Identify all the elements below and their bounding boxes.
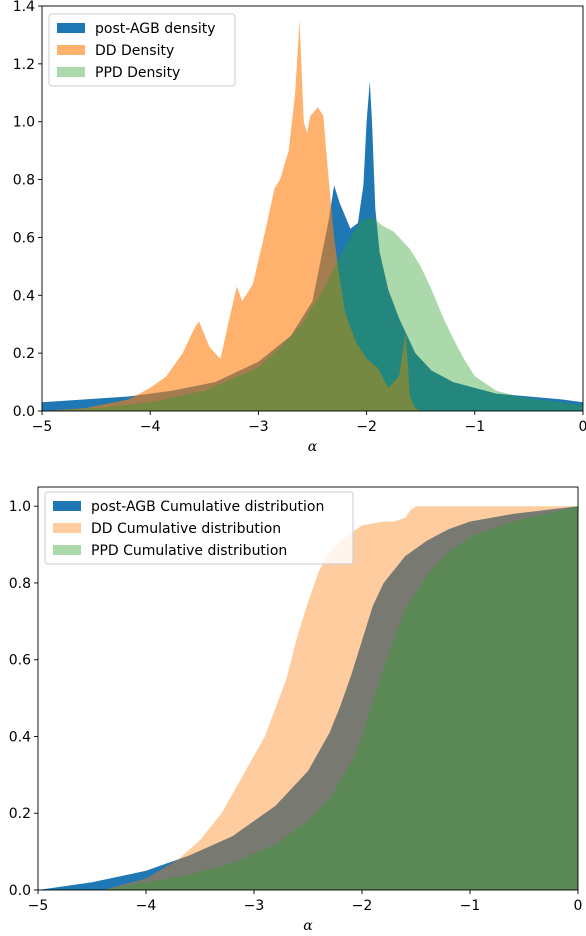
y-tick-label: 1.0 [13, 115, 35, 131]
legend-entry: PPD Cumulative distribution [91, 543, 287, 559]
x-axis-label: α [308, 439, 318, 455]
legend-entry: post-AGB Cumulative distribution [91, 499, 324, 515]
x-tick-label: −4 [136, 898, 157, 914]
x-tick-label: −4 [140, 419, 161, 435]
chart-panel-1: −5 −4 −3 −2 −1 0 0.0 0.2 0.4 0.6 0.8 1.0 1.2 1.4 α post… [13, 0, 586, 455]
chart-panel-2: −5 −4 −3 −2 −1 0 0.0 0.2 0.4 0.6 0.8 1.0 α post-AGB C… [9, 486, 583, 934]
legend-swatch [53, 545, 81, 555]
y-tick-label: 0.6 [13, 230, 35, 246]
y-tick-label: 0.0 [9, 883, 31, 899]
y-tick-label: 0.2 [9, 806, 31, 822]
y-tick-label: 0.8 [13, 173, 35, 189]
x-tick-label: −1 [464, 419, 485, 435]
legend-box [48, 13, 236, 87]
legend-swatch [53, 523, 81, 533]
series-area-2 [42, 20, 583, 411]
legend-entry: post-AGB density [95, 21, 216, 37]
x-tick-label: −5 [28, 898, 49, 914]
y-tick-label: 0.4 [9, 729, 31, 745]
legend-entry: DD Cumulative distribution [91, 521, 281, 537]
series-area-2 [38, 506, 578, 890]
legend-box [44, 491, 354, 565]
legend-entry: PPD Density [95, 65, 180, 81]
y-tick-label: 1.0 [9, 499, 31, 515]
legend: post-AGB density DD Density PPD Density [48, 13, 236, 87]
y-tick-label: 0.2 [13, 346, 35, 362]
y-tick-label: 0.0 [13, 404, 35, 420]
x-tick-label: 0 [579, 419, 586, 435]
x-axis-label: α [303, 918, 313, 934]
x-tick-label: −2 [352, 898, 373, 914]
y-tick-label: 0.6 [9, 653, 31, 669]
y-tick-label: 1.2 [13, 57, 35, 73]
x-tick-label: −1 [460, 898, 481, 914]
x-tick-label: −3 [244, 898, 265, 914]
series-area-1 [38, 506, 578, 890]
x-tick-label: 0 [574, 898, 583, 914]
legend-swatch [53, 501, 81, 511]
y-tick-label: 0.8 [9, 576, 31, 592]
legend-swatch [57, 23, 85, 33]
legend-swatch [57, 45, 85, 55]
series-area-3 [42, 217, 583, 411]
legend-entry: DD Density [95, 43, 174, 59]
y-tick-label: 1.4 [13, 0, 35, 15]
plot-frame [37, 486, 579, 891]
legend-swatch [57, 67, 85, 77]
x-tick-label: −3 [248, 419, 269, 435]
x-tick-label: −2 [356, 419, 377, 435]
series-area-3 [38, 506, 578, 890]
plot-frame [41, 5, 584, 412]
x-tick-label: −5 [32, 419, 53, 435]
legend: post-AGB Cumulative distribution DD Cumul… [44, 491, 354, 565]
y-tick-label: 0.4 [13, 288, 35, 304]
